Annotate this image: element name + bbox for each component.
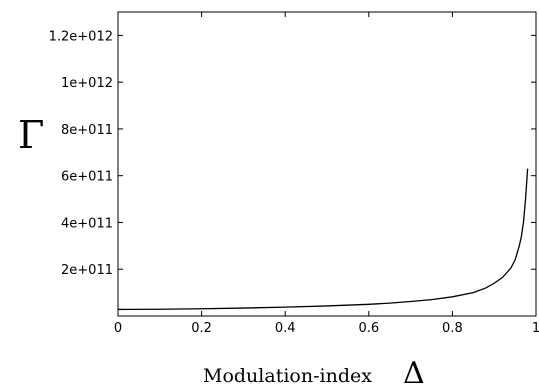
series-layer: [117, 168, 529, 311]
x-tick-label: 0.4: [275, 321, 296, 336]
y-tick-label: 4e+011: [61, 216, 113, 231]
y-tick-label: 6e+011: [61, 170, 113, 185]
x-tick-label: 0.2: [191, 321, 212, 336]
y-tick-label: 2e+011: [61, 263, 113, 278]
x-tick-label: 0.6: [358, 321, 379, 336]
x-axis-ticks: 0 0.2 0.4 0.6 0.8 1: [114, 12, 539, 336]
y-tick-label: 1.2e+012: [49, 29, 113, 44]
plot-area: [117, 11, 537, 317]
x-axis-label-symbol: Δ: [403, 356, 425, 390]
axis-labels: Modulation-index Δ Γ: [18, 113, 425, 390]
plot-frame: [117, 11, 537, 317]
x-tick-label: 0: [114, 321, 122, 336]
y-axis-ticks: 2e+011 4e+011 6e+011 8e+011 1e+012 1.2e+012: [49, 29, 536, 278]
x-tick-label: 1: [532, 321, 539, 336]
y-tick-label: 1e+012: [61, 76, 113, 91]
x-axis-label: Modulation-index: [203, 365, 372, 387]
x-tick-label: 0.8: [442, 321, 463, 336]
series-line: [117, 168, 529, 311]
y-axis-label-symbol: Γ: [18, 113, 44, 157]
y-tick-label: 8e+011: [61, 123, 113, 138]
